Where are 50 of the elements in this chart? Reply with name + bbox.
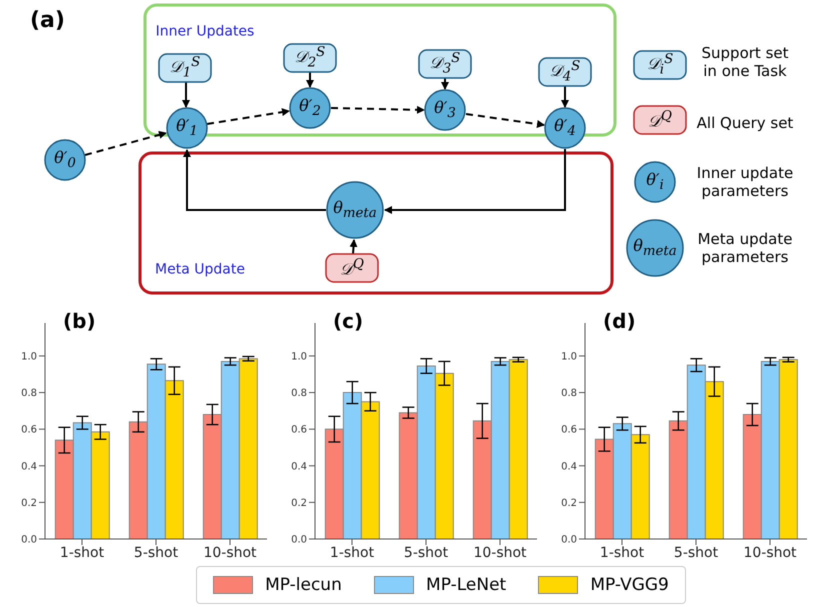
- y-tick-label: 0.0: [291, 534, 307, 546]
- x-tick-label: 5-shot: [134, 544, 179, 561]
- chart-title: (b): [63, 309, 96, 333]
- text: θ$_{meta}$: [633, 236, 677, 260]
- y-tick-label: 0.2: [561, 498, 577, 509]
- x-tick-label: 10-shot: [203, 544, 258, 561]
- y-tick-label: 0.8: [291, 388, 307, 400]
- text: All Query set: [696, 114, 794, 132]
- legend-label: MP-VGG9: [590, 575, 669, 595]
- legend-label: MP-LeNet: [426, 575, 506, 595]
- y-tick-label: 0.6: [21, 424, 37, 436]
- text: θ′$_{2}$: [299, 96, 321, 120]
- x-tick-label: 1-shot: [330, 544, 375, 561]
- y-tick-label: 0.0: [561, 534, 577, 546]
- text: 𝒟$^{Q}$: [340, 257, 364, 279]
- text: θ′$_{1}$: [176, 116, 198, 140]
- text: θ′$_{i}$: [646, 170, 664, 194]
- y-tick-label: 0.2: [21, 498, 37, 509]
- y-tick-label: 0.4: [561, 461, 577, 472]
- x-tick-label: 1-shot: [60, 544, 105, 561]
- y-tick-label: 0.6: [561, 424, 577, 436]
- text: Support set in one Task: [700, 44, 790, 80]
- y-tick-label: 1.0: [291, 352, 307, 362]
- x-tick-label: 1-shot: [600, 544, 645, 561]
- text: Meta update parameters: [696, 230, 794, 266]
- text: θ′$_{0}$: [54, 148, 76, 172]
- x-tick-label: 5-shot: [674, 544, 719, 561]
- chart-title: (d): [603, 309, 636, 333]
- y-tick-label: 0.2: [291, 498, 307, 509]
- text: Inner Updates: [156, 24, 254, 40]
- text: (a): [30, 8, 65, 33]
- text: θ′$_{4}$: [554, 116, 576, 140]
- y-tick-label: 0.4: [291, 461, 307, 472]
- text: θ′$_{3}$: [434, 98, 456, 122]
- y-tick-label: 1.0: [561, 352, 577, 362]
- chart-title: (c): [333, 309, 364, 333]
- y-tick-label: 0.4: [21, 461, 37, 472]
- text: Meta Update: [155, 262, 245, 278]
- y-tick-label: 0.8: [561, 388, 577, 400]
- y-tick-label: 1.0: [21, 352, 37, 362]
- x-tick-label: 10-shot: [743, 544, 798, 561]
- legend-label: MP-lecun: [265, 575, 342, 595]
- x-tick-label: 5-shot: [404, 544, 449, 561]
- text: 𝒟$^{Q}$: [648, 109, 672, 131]
- text: Inner update parameters: [696, 164, 794, 200]
- y-tick-label: 0.8: [21, 388, 37, 400]
- y-tick-label: 0.0: [21, 534, 37, 546]
- text: θ$_{meta}$: [333, 198, 377, 222]
- y-tick-label: 0.6: [291, 424, 307, 436]
- x-tick-label: 10-shot: [473, 544, 528, 561]
